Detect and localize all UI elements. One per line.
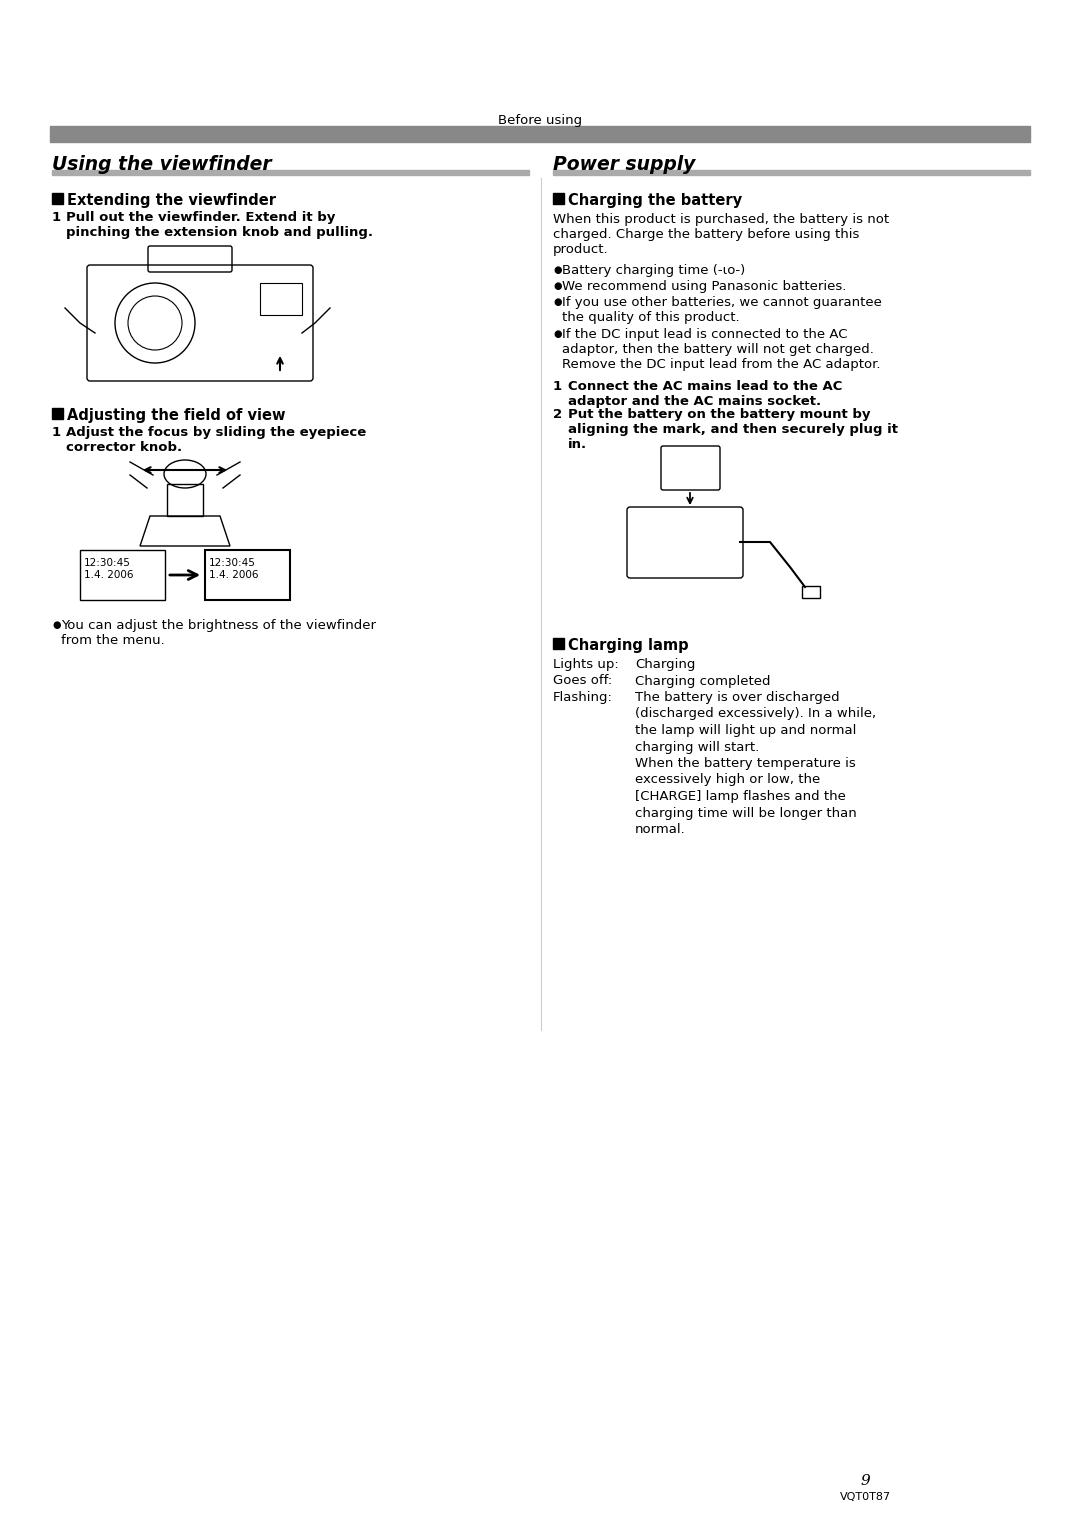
Bar — [50, 127, 1030, 142]
Text: the lamp will light up and normal: the lamp will light up and normal — [635, 723, 856, 737]
Bar — [553, 169, 1030, 175]
Text: Adjust the focus by sliding the eyepiece
corrector knob.: Adjust the focus by sliding the eyepiece… — [66, 426, 366, 455]
Bar — [52, 407, 63, 420]
Text: You can adjust the brightness of the viewfinder
from the menu.: You can adjust the brightness of the vie… — [60, 620, 376, 647]
Text: Charging completed: Charging completed — [635, 674, 770, 688]
Text: Charging the battery: Charging the battery — [568, 192, 742, 208]
Text: Put the battery on the battery mount by
aligning the mark, and then securely plu: Put the battery on the battery mount by … — [568, 407, 897, 452]
Text: 2: 2 — [553, 407, 562, 421]
Bar — [205, 549, 291, 600]
Text: Before using: Before using — [498, 114, 582, 127]
Text: ●: ● — [553, 298, 562, 307]
Bar — [553, 638, 564, 649]
Bar — [260, 282, 302, 314]
Text: Flashing:: Flashing: — [553, 691, 612, 703]
Text: [CHARGE] lamp flashes and the: [CHARGE] lamp flashes and the — [635, 790, 846, 803]
Bar — [167, 484, 203, 516]
Text: When this product is purchased, the battery is not
charged. Charge the battery b: When this product is purchased, the batt… — [553, 214, 889, 256]
Text: 12:30:45
1.4. 2006: 12:30:45 1.4. 2006 — [210, 559, 258, 580]
Text: Using the viewfinder: Using the viewfinder — [52, 156, 272, 174]
Bar — [52, 192, 63, 204]
Text: We recommend using Panasonic batteries.: We recommend using Panasonic batteries. — [562, 279, 847, 293]
Text: ●: ● — [553, 266, 562, 275]
Text: Charging: Charging — [635, 658, 696, 671]
Text: Pull out the viewfinder. Extend it by
pinching the extension knob and pulling.: Pull out the viewfinder. Extend it by pi… — [66, 211, 373, 240]
Text: charging time will be longer than: charging time will be longer than — [635, 807, 856, 819]
Text: ●: ● — [553, 330, 562, 339]
Text: 1: 1 — [52, 426, 62, 439]
Text: 1: 1 — [52, 211, 62, 224]
Text: normal.: normal. — [635, 823, 686, 836]
Text: If the DC input lead is connected to the AC
adaptor, then the battery will not g: If the DC input lead is connected to the… — [562, 328, 880, 371]
Text: 1: 1 — [553, 380, 562, 394]
Text: 12:30:45
1.4. 2006: 12:30:45 1.4. 2006 — [84, 559, 134, 580]
Text: charging will start.: charging will start. — [635, 740, 759, 754]
Text: Charging lamp: Charging lamp — [568, 638, 689, 653]
Text: If you use other batteries, we cannot guarantee
the quality of this product.: If you use other batteries, we cannot gu… — [562, 296, 882, 324]
Text: (discharged excessively). In a while,: (discharged excessively). In a while, — [635, 708, 876, 720]
Text: ●: ● — [553, 281, 562, 291]
Text: ●: ● — [52, 620, 60, 630]
Text: When the battery temperature is: When the battery temperature is — [635, 757, 855, 771]
Bar — [52, 169, 529, 175]
Text: Lights up:: Lights up: — [553, 658, 619, 671]
Text: Goes off:: Goes off: — [553, 674, 612, 688]
Text: Battery charging time (-ιο-): Battery charging time (-ιο-) — [562, 264, 745, 278]
Text: Connect the AC mains lead to the AC
adaptor and the AC mains socket.: Connect the AC mains lead to the AC adap… — [568, 380, 842, 407]
Text: Power supply: Power supply — [553, 156, 696, 174]
Bar — [80, 549, 165, 600]
Text: excessively high or low, the: excessively high or low, the — [635, 774, 820, 786]
Text: The battery is over discharged: The battery is over discharged — [635, 691, 839, 703]
Text: 9: 9 — [860, 1474, 869, 1488]
Bar — [553, 192, 564, 204]
Text: VQT0T87: VQT0T87 — [839, 1492, 891, 1502]
Text: Extending the viewfinder: Extending the viewfinder — [67, 192, 276, 208]
Text: Adjusting the field of view: Adjusting the field of view — [67, 407, 285, 423]
Bar — [802, 586, 820, 598]
